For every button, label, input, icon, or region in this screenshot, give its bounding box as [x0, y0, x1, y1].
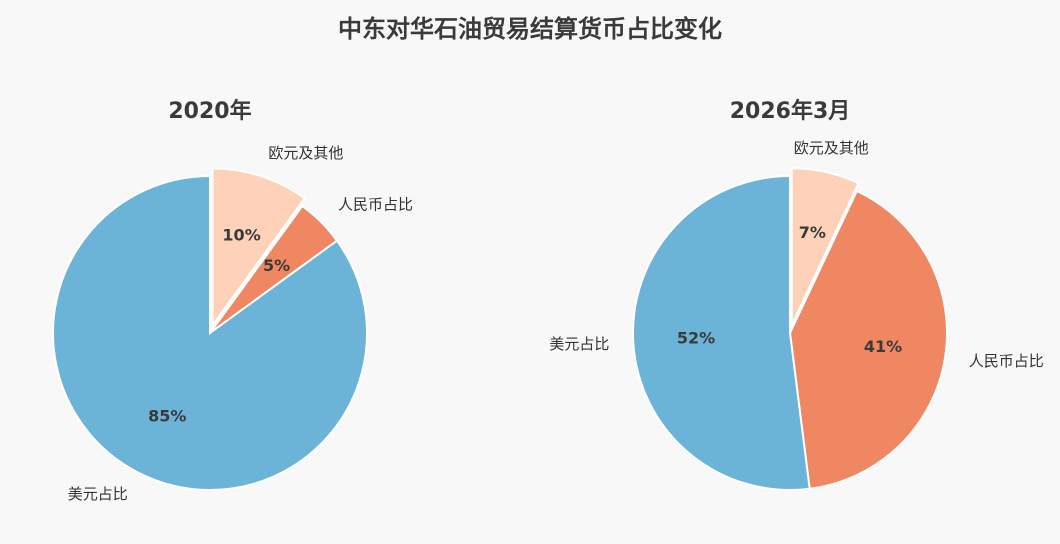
category-label: 人民币占比	[969, 352, 1044, 370]
value-label: 41%	[864, 337, 902, 356]
category-label: 美元占比	[549, 335, 609, 353]
value-label: 52%	[677, 328, 715, 347]
category-label: 欧元及其他	[794, 139, 869, 157]
subplot-title: 2020年	[168, 98, 251, 124]
pie-slice	[632, 174, 811, 491]
chart-title: 中东对华石油贸易结算货币占比变化	[338, 15, 722, 43]
pie-slice	[790, 167, 860, 326]
pie-slice	[788, 189, 948, 490]
category-label: 欧元及其他	[268, 144, 343, 162]
category-label: 美元占比	[68, 485, 128, 503]
pie-slice	[211, 167, 307, 329]
value-label: 5%	[263, 256, 290, 275]
value-label: 7%	[799, 223, 826, 242]
subplot-title: 2026年3月	[730, 98, 851, 124]
pie-slice	[52, 174, 368, 491]
value-label: 85%	[148, 406, 186, 425]
category-label: 人民币占比	[338, 196, 413, 214]
value-label: 10%	[222, 225, 260, 244]
